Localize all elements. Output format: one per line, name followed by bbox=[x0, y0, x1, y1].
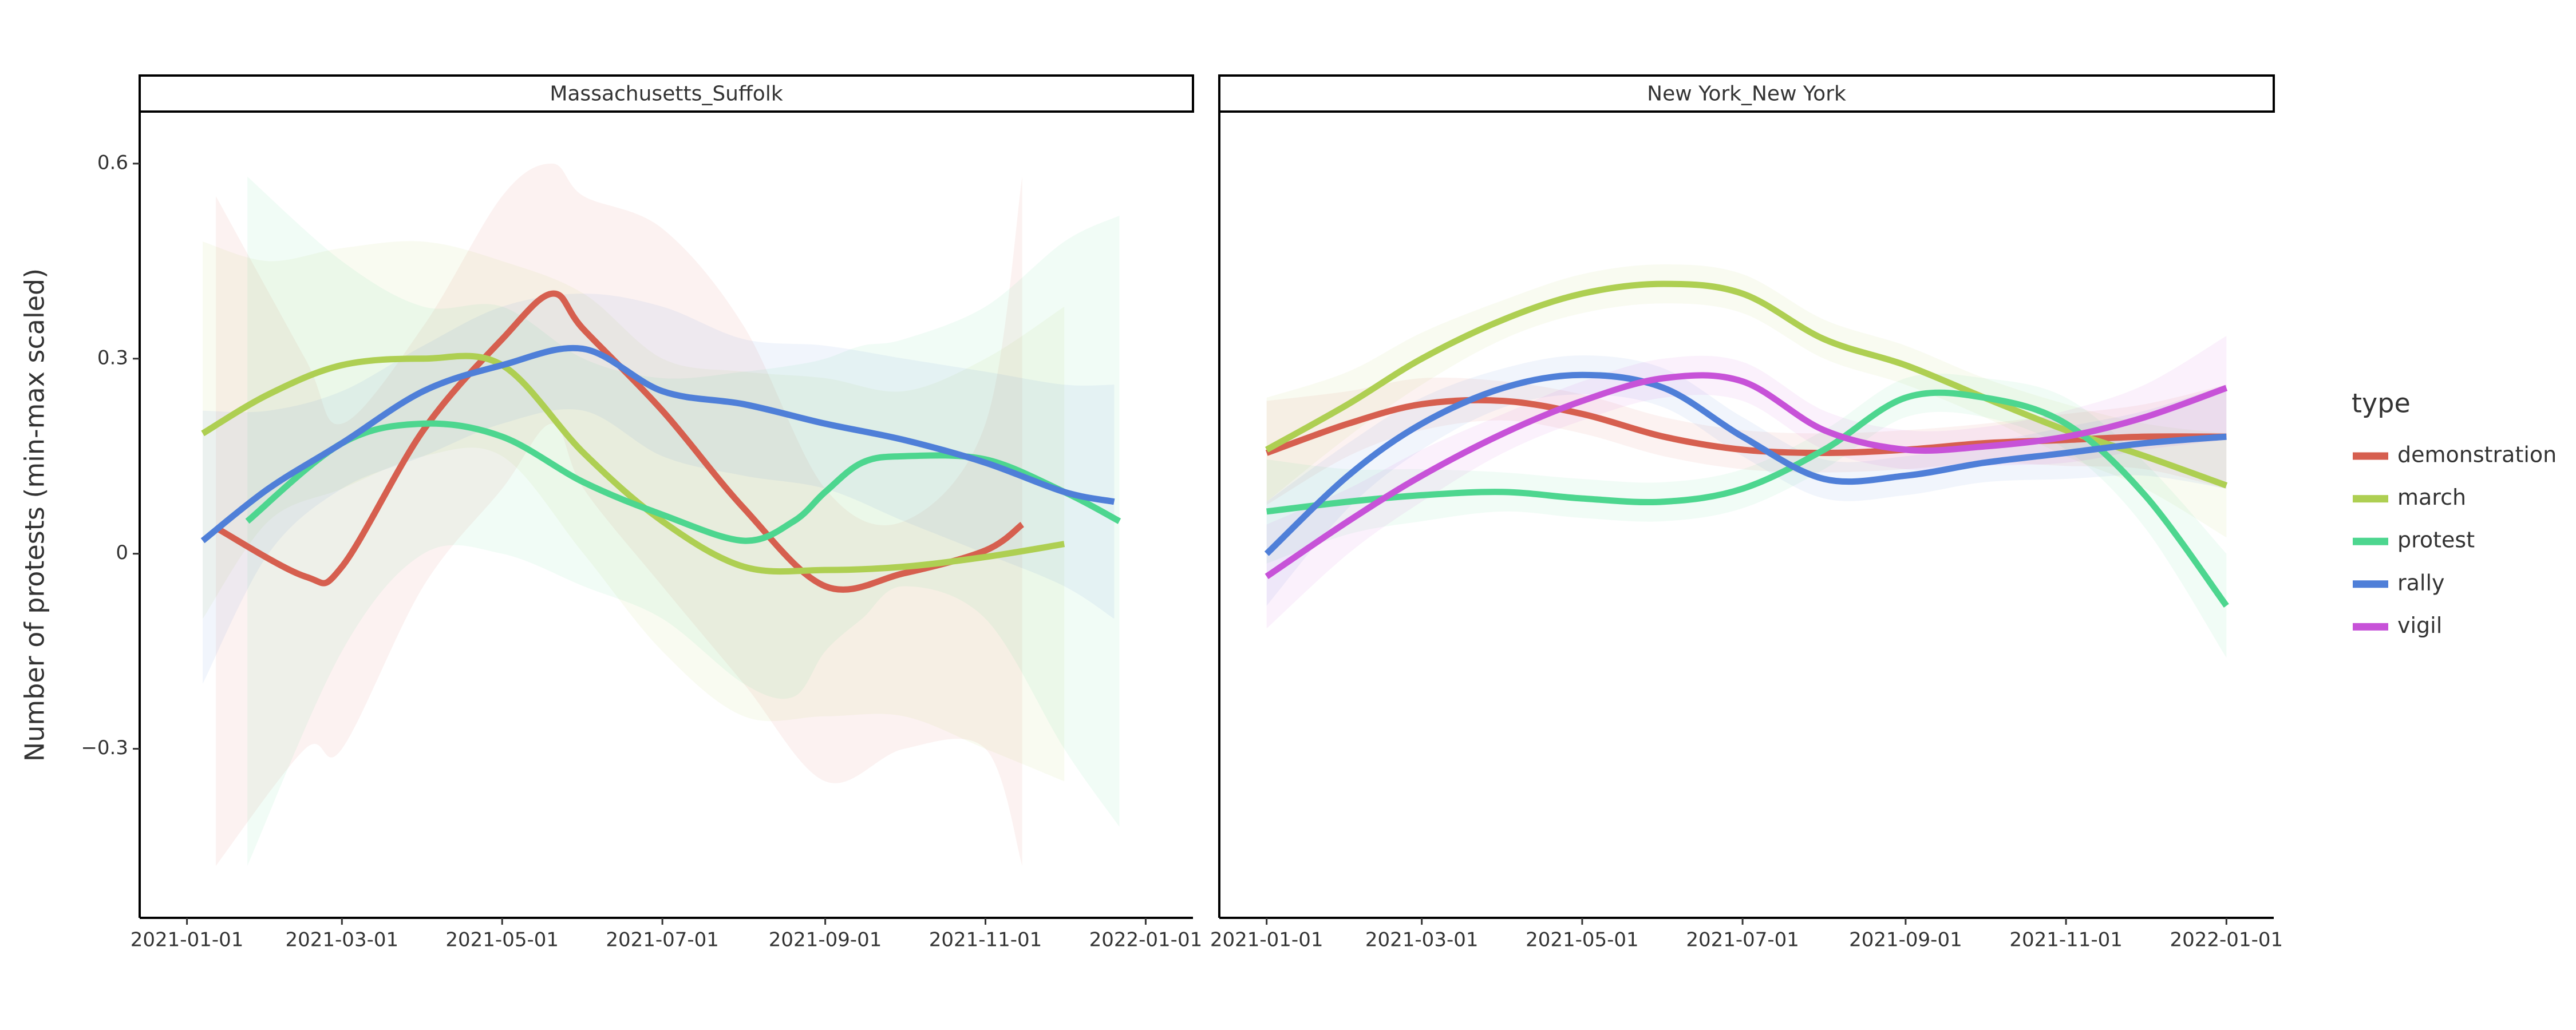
series-line bbox=[1265, 280, 2228, 489]
x-tick-label: 2021-05-01 bbox=[1526, 929, 1639, 952]
y-tick-label: −0.3 bbox=[81, 736, 128, 759]
y-axis-label: Number of protests (min-max scaled) bbox=[19, 268, 50, 762]
confidence-band bbox=[1266, 373, 2227, 658]
x-tick-label: 2021-03-01 bbox=[286, 929, 399, 952]
confidence-band bbox=[203, 241, 1065, 782]
x-tick-label: 2021-09-01 bbox=[1849, 929, 1962, 952]
x-tick-label: 2021-07-01 bbox=[1686, 929, 1799, 952]
legend-title: type bbox=[2352, 388, 2411, 419]
lines bbox=[200, 290, 1121, 593]
series-line bbox=[201, 352, 1065, 575]
series-line bbox=[1265, 397, 2227, 457]
confidence-band bbox=[216, 163, 1022, 866]
y-tick-label: 0 bbox=[116, 541, 128, 564]
legend-label: demonstration bbox=[2397, 442, 2557, 468]
legend-label: vigil bbox=[2397, 613, 2442, 638]
facet-strip bbox=[1218, 74, 2275, 113]
legend-label: protest bbox=[2397, 528, 2475, 553]
series-line bbox=[1265, 372, 2228, 580]
legend-label: rally bbox=[2397, 570, 2445, 595]
series-line bbox=[214, 290, 1025, 593]
x-tick-label: 2021-11-01 bbox=[929, 929, 1042, 952]
series-line bbox=[200, 344, 1115, 544]
x-tick-label: 2022-01-01 bbox=[1089, 929, 1203, 952]
facet-title: Massachusetts_Suffolk bbox=[550, 82, 783, 106]
confidence-band bbox=[1266, 264, 2227, 538]
x-tick-label: 2021-01-01 bbox=[131, 929, 244, 952]
x-tick-label: 2021-01-01 bbox=[1210, 929, 1323, 952]
ribbons bbox=[1266, 264, 2227, 658]
x-tick-label: 2021-05-01 bbox=[445, 929, 559, 952]
legend-label: march bbox=[2397, 485, 2466, 510]
y-tick-label: 0.6 bbox=[97, 151, 128, 174]
confidence-band bbox=[1266, 336, 2227, 629]
series-line bbox=[1264, 371, 2227, 556]
facet-strip bbox=[139, 74, 1194, 113]
facet-title: New York_New York bbox=[1647, 82, 1846, 106]
lines bbox=[1264, 280, 2229, 608]
x-tick-label: 2021-03-01 bbox=[1365, 929, 1479, 952]
x-tick-label: 2021-11-01 bbox=[2009, 929, 2123, 952]
y-tick-label: 0.3 bbox=[97, 346, 128, 369]
series-line bbox=[1266, 389, 2229, 608]
x-tick-label: 2021-09-01 bbox=[769, 929, 882, 952]
x-tick-label: 2021-07-01 bbox=[606, 929, 719, 952]
x-tick-label: 2022-01-01 bbox=[2170, 929, 2283, 952]
